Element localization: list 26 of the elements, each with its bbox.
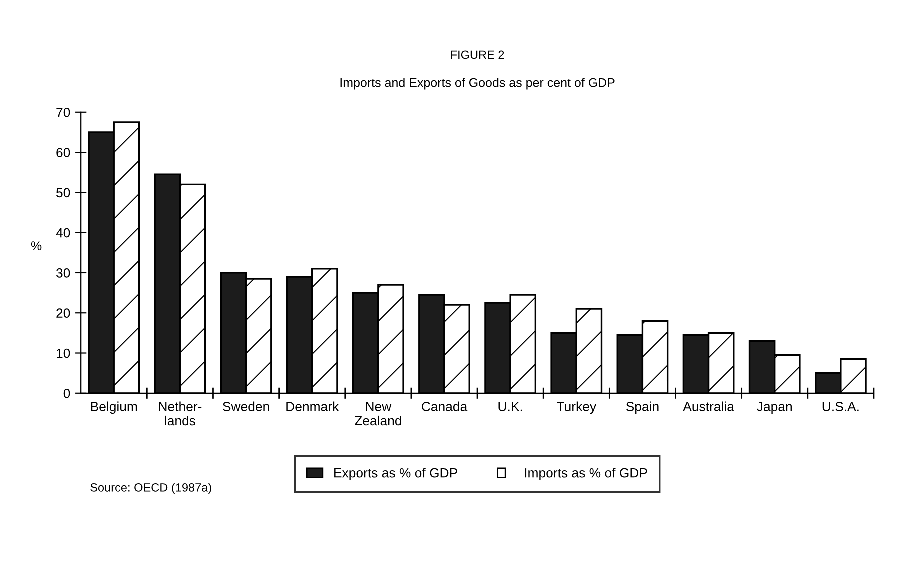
y-tick-label: 20 — [56, 308, 70, 318]
y-tick-label: 0 — [64, 388, 70, 398]
y-tick-label: 50 — [56, 188, 70, 198]
y-tick-label: 40 — [56, 228, 70, 238]
chart-title: FIGURE 2 — [451, 50, 504, 60]
x-tick-label: Japan — [757, 402, 792, 414]
x-tick-label: Australia — [683, 402, 734, 412]
x-tick-label: Canada — [422, 402, 468, 412]
legend-label: Exports as % of GDP — [334, 468, 458, 480]
x-tick-label: Spain — [626, 402, 659, 414]
legend-label: Imports as % of GDP — [525, 468, 648, 480]
y-tick-label: 30 — [56, 268, 70, 278]
x-tick-label: Sweden — [223, 402, 270, 412]
chart-subtitle: Imports and Exports of Goods as per cent of GDP — [340, 78, 615, 90]
x-tick-label: U.K. — [498, 402, 522, 412]
y-tick-label: 10 — [57, 348, 70, 358]
x-tick-label: Nether- lands — [159, 402, 202, 426]
x-tick-label: Turkey — [557, 402, 597, 414]
x-tick-label: New Zealand — [355, 402, 402, 426]
source-note: Source: OECD (1987a) — [90, 483, 212, 494]
y-tick-label: 70 — [56, 108, 70, 118]
y-tick-label: 60 — [56, 148, 70, 158]
x-tick-label: Belgium — [91, 402, 138, 414]
x-tick-label: U.S.A. — [822, 402, 859, 412]
y-axis-title: % — [31, 242, 42, 250]
x-tick-label: Denmark — [286, 402, 340, 412]
